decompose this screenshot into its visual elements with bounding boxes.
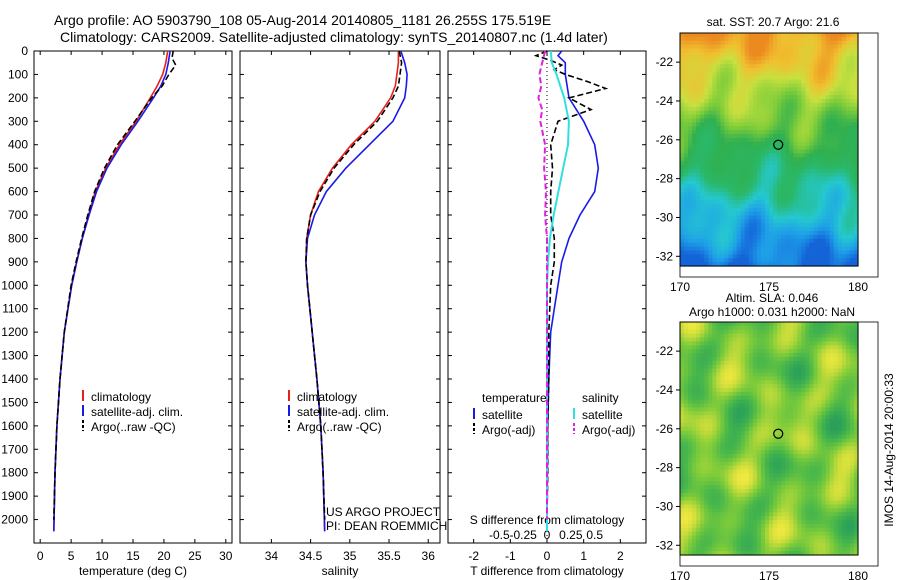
depth-tick-label: 0 [21, 44, 28, 58]
pi-annotation: PI: DEAN ROEMMICH [326, 519, 447, 533]
sdiff-tick-label: 0.25 [559, 528, 583, 542]
temperature-tick-label: 5 [68, 549, 75, 563]
legend-label: satellite-adj. clim. [297, 405, 389, 419]
legend-label: Argo(..raw -QC) [91, 420, 176, 434]
depth-tick-label: 300 [8, 114, 28, 128]
depth-tick-label: 700 [8, 208, 28, 222]
lon-tick-label: 170 [670, 569, 690, 580]
lat-tick-label: -24 [656, 383, 674, 397]
salinity-axis-label: salinity [322, 564, 359, 578]
tdiff-tick-label: 0 [544, 549, 551, 563]
legend-title-temperature: temperature [482, 391, 547, 405]
depth-tick-label: 1200 [1, 325, 28, 339]
temperature-tick-label: 25 [188, 549, 202, 563]
temperature-tick-label: 15 [126, 549, 140, 563]
legend-label: Argo(-adj) [582, 423, 635, 437]
depth-tick-label: 1700 [1, 442, 28, 456]
lon-tick-label: 175 [759, 280, 779, 294]
temperature-axis-label: temperature (deg C) [79, 564, 187, 578]
depth-tick-label: 1400 [1, 372, 28, 386]
map-outer-frame [679, 321, 879, 567]
argo-float-marker [773, 139, 784, 150]
depth-tick-label: 800 [8, 231, 28, 245]
lon-tick-label: 180 [848, 569, 868, 580]
lat-tick-label: -28 [656, 461, 674, 475]
argo-float-marker [773, 428, 784, 439]
lat-tick-label: -32 [656, 249, 674, 263]
lat-tick-label: -22 [656, 344, 674, 358]
tdiff-argo-line [533, 50, 609, 520]
tdiff-tick-label: 2 [617, 549, 624, 563]
lon-tick-label: 175 [759, 569, 779, 580]
sla-map-cells [680, 322, 859, 556]
lat-tick-label: -26 [656, 422, 674, 436]
temperature-tick-label: 10 [95, 549, 109, 563]
tdiff-axis-label: T difference from climatology [470, 564, 624, 578]
depth-tick-label: 600 [8, 185, 28, 199]
legend-label: Argo(..raw -QC) [297, 420, 382, 434]
project-annotation: US ARGO PROJECT [326, 505, 441, 519]
lat-tick-label: -30 [656, 499, 674, 513]
depth-tick-label: 1800 [1, 466, 28, 480]
salinity-tick-label: 34 [265, 549, 279, 563]
temperature-tick-label: 20 [157, 549, 171, 563]
depth-tick-label: 100 [8, 67, 28, 81]
imos-credit-text: IMOS 14-Aug-2014 20:00:33 [882, 373, 896, 527]
tdiff-tick-label: -1 [505, 549, 516, 563]
legend-label: satellite [482, 408, 523, 422]
figure-title-line1: Argo profile: AO 5903790_108 05-Aug-2014… [54, 12, 552, 28]
lat-tick-label: -22 [656, 55, 674, 69]
depth-tick-label: 900 [8, 255, 28, 269]
sla-map-title: Altim. SLA: 0.046 [726, 291, 819, 305]
depth-tick-label: 1300 [1, 349, 28, 363]
depth-tick-label: 400 [8, 138, 28, 152]
legend-label: Argo(-adj) [482, 423, 535, 437]
lat-tick-label: -26 [656, 133, 674, 147]
figure-title-line2: Climatology: CARS2009. Satellite-adjuste… [60, 29, 608, 45]
lat-tick-label: -28 [656, 172, 674, 186]
lat-tick-label: -24 [656, 94, 674, 108]
profile-line-3 [305, 50, 403, 520]
sst-map-title: sat. SST: 20.7 Argo: 21.6 [707, 15, 840, 29]
salinity-tick-label: 35 [343, 549, 357, 563]
depth-tick-label: 1600 [1, 419, 28, 433]
temperature-tick-label: 0 [37, 549, 44, 563]
legend-label: satellite [582, 408, 623, 422]
sdiff-tick-label: -0.5 [489, 528, 510, 542]
legend-label: climatology [91, 390, 151, 404]
salinity-tick-label: 36 [422, 549, 436, 563]
lon-tick-label: 180 [848, 280, 868, 294]
depth-tick-label: 1500 [1, 395, 28, 409]
depth-tick-label: 500 [8, 161, 28, 175]
tdiff-tick-label: -2 [468, 549, 479, 563]
sla-map-subtitle: Argo h1000: 0.031 h2000: NaN [689, 305, 855, 319]
lat-tick-label: -32 [656, 538, 674, 552]
depth-tick-label: 1900 [1, 489, 28, 503]
lat-tick-label: -30 [656, 210, 674, 224]
sdiff-tick-label: 0.5 [586, 528, 603, 542]
legend-label: climatology [297, 390, 357, 404]
temperature-tick-label: 30 [219, 549, 233, 563]
depth-tick-label: 1100 [2, 302, 28, 316]
sdiff-tick-label: -0.25 [509, 528, 537, 542]
profile-panel-frame-2 [239, 50, 441, 544]
lon-tick-label: 170 [670, 280, 690, 294]
salinity-tick-label: 35.5 [377, 549, 401, 563]
salinity-tick-label: 34.5 [299, 549, 323, 563]
sst-map-cells [680, 33, 859, 267]
depth-tick-label: 200 [8, 91, 28, 105]
depth-tick-label: 2000 [1, 513, 28, 527]
profile-line-3 [53, 50, 177, 520]
profile-panel-frame-1 [33, 50, 233, 544]
depth-tick-label: 1000 [1, 278, 28, 292]
legend-title-salinity: salinity [582, 391, 619, 405]
legend-label: satellite-adj. clim. [91, 405, 183, 419]
tdiff-tick-label: 1 [580, 549, 587, 563]
map-outer-frame [679, 32, 879, 278]
